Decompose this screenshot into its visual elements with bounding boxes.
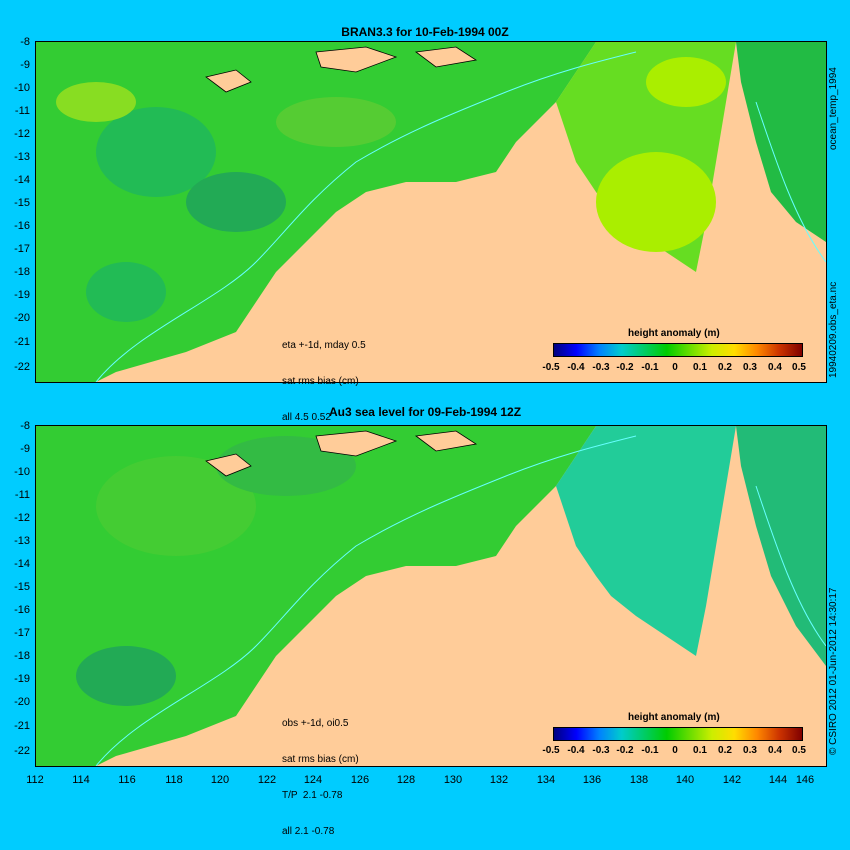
annotation-line: T/P 2.1 -0.78	[282, 790, 343, 801]
x-tick: 134	[536, 774, 556, 786]
y-tick: -11	[14, 489, 30, 501]
colorbar-tick: 0.2	[718, 362, 732, 373]
side-label-copyright: © CSIRO 2012 01-Jun-2012 14:30:17	[828, 587, 839, 755]
x-tick: 132	[489, 774, 509, 786]
colorbar-tick: -0.3	[592, 745, 610, 756]
annotation-line: sat rms bias (cm)	[282, 754, 359, 765]
y-tick: -20	[14, 312, 30, 324]
colorbar-tick: -0.2	[616, 745, 634, 756]
panel-2-annotation: obs +-1d, oi0.5 sat rms bias (cm) T/P 2.…	[282, 694, 359, 850]
y-tick: -16	[14, 220, 30, 232]
y-tick: -11	[14, 105, 30, 117]
colorbar-tick: -0.3	[592, 362, 610, 373]
colorbar-tick: -0.5	[542, 745, 560, 756]
y-tick: -18	[14, 650, 30, 662]
x-tick: 138	[629, 774, 649, 786]
y-tick: -17	[14, 243, 30, 255]
y-tick: -22	[14, 361, 30, 373]
colorbar-tick: 0.4	[768, 745, 782, 756]
y-tick: -19	[14, 673, 30, 685]
panel-1-colorbar	[553, 343, 803, 357]
colorbar-tick: 0.1	[693, 362, 707, 373]
y-tick: -19	[14, 289, 30, 301]
y-tick: -8	[20, 420, 30, 432]
panel-2-map	[35, 425, 827, 767]
panel-2-colorbar	[553, 727, 803, 741]
y-tick: -22	[14, 745, 30, 757]
y-tick: -10	[14, 82, 30, 94]
y-tick: -14	[14, 174, 30, 186]
x-tick: 116	[118, 774, 136, 786]
y-tick: -18	[14, 266, 30, 278]
colorbar-tick: -0.1	[641, 362, 659, 373]
colorbar-tick: 0.1	[693, 745, 707, 756]
x-tick: 142	[722, 774, 742, 786]
colorbar-tick: 0	[672, 745, 678, 756]
x-tick: 140	[675, 774, 695, 786]
y-tick: -21	[14, 720, 30, 732]
y-tick: -12	[14, 512, 30, 524]
x-tick: 126	[350, 774, 370, 786]
colorbar-tick: 0.2	[718, 745, 732, 756]
annotation-line: all 4.5 0.52	[282, 412, 331, 423]
x-tick: 122	[257, 774, 277, 786]
x-tick: 114	[72, 774, 90, 786]
annotation-line: all 2.1 -0.78	[282, 826, 335, 837]
colorbar-tick: -0.2	[616, 362, 634, 373]
y-tick: -9	[20, 443, 30, 455]
x-tick: 146	[795, 774, 815, 786]
colorbar-tick: -0.1	[641, 745, 659, 756]
y-tick: -8	[20, 36, 30, 48]
y-tick: -12	[14, 128, 30, 140]
x-tick: 112	[26, 774, 44, 786]
side-label-ocean-temp: ocean_temp_1994	[828, 67, 839, 150]
colorbar-tick: 0.3	[743, 362, 757, 373]
y-tick: -21	[14, 336, 30, 348]
y-tick: -10	[14, 466, 30, 478]
colorbar-tick: 0.5	[792, 745, 806, 756]
colorbar-tick: -0.4	[567, 745, 585, 756]
annotation-line: sat rms bias (cm)	[282, 376, 359, 387]
y-tick: -20	[14, 696, 30, 708]
panel-1-title: BRAN3.3 for 10-Feb-1994 00Z	[341, 25, 509, 39]
panel-1-annotation: eta +-1d, mday 0.5 sat rms bias (cm) all…	[282, 316, 366, 436]
x-tick: 120	[210, 774, 230, 786]
colorbar-tick: -0.4	[567, 362, 585, 373]
y-tick: -13	[14, 535, 30, 547]
colorbar-tick: 0.3	[743, 745, 757, 756]
colorbar-tick: 0.4	[768, 362, 782, 373]
x-tick: 144	[768, 774, 788, 786]
x-tick: 130	[443, 774, 463, 786]
colorbar-tick: 0.5	[792, 362, 806, 373]
colorbar-tick: 0	[672, 362, 678, 373]
y-tick: -15	[14, 581, 30, 593]
panel-2-colorbar-title: height anomaly (m)	[628, 712, 720, 723]
y-tick: -9	[20, 59, 30, 71]
annotation-line: obs +-1d, oi0.5	[282, 718, 349, 729]
y-tick: -16	[14, 604, 30, 616]
x-tick: 118	[165, 774, 183, 786]
x-tick: 128	[396, 774, 416, 786]
colorbar-tick: -0.5	[542, 362, 560, 373]
annotation-line: eta +-1d, mday 0.5	[282, 340, 366, 351]
side-label-obs-file: 19940209.obs_eta.nc	[828, 281, 839, 378]
panel-2-title: Au3 sea level for 09-Feb-1994 12Z	[328, 405, 522, 419]
y-tick: -14	[14, 558, 30, 570]
x-tick: 136	[582, 774, 602, 786]
y-tick: -13	[14, 151, 30, 163]
panel-1-map	[35, 41, 827, 383]
y-tick: -15	[14, 197, 30, 209]
y-tick: -17	[14, 627, 30, 639]
panel-1-colorbar-title: height anomaly (m)	[628, 328, 720, 339]
x-tick: 124	[303, 774, 323, 786]
